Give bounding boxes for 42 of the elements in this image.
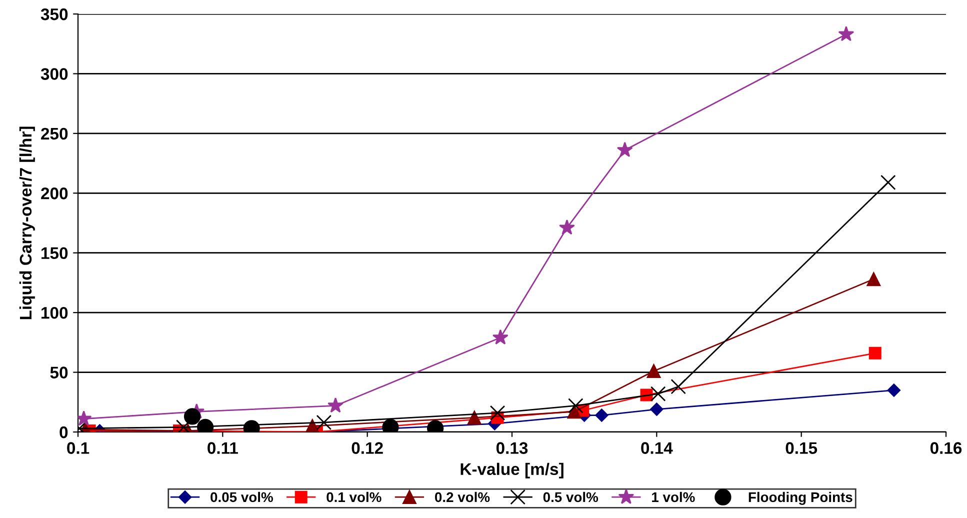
legend-label: 0.05 vol% — [210, 492, 273, 502]
point — [559, 219, 575, 235]
legend-label: Flooding Points — [748, 492, 852, 505]
point — [616, 142, 633, 158]
point — [316, 414, 332, 430]
legend-label: 1 vol% — [652, 492, 695, 502]
x-tick-label: 0.16 — [930, 442, 962, 454]
point — [650, 386, 666, 402]
point — [490, 405, 506, 421]
y-tick-label: 100 — [42, 306, 68, 319]
y-tick-label: 50 — [50, 366, 68, 378]
x-tick-label: 0.12 — [352, 442, 383, 454]
point — [880, 174, 896, 190]
point — [184, 408, 201, 425]
x-tick-label: 0.15 — [786, 442, 818, 454]
x-tick-label: 0.14 — [641, 442, 673, 454]
point — [838, 26, 854, 42]
point — [866, 272, 881, 286]
point — [467, 410, 482, 425]
point — [492, 329, 508, 345]
x-tick-label: 0.13 — [496, 442, 528, 454]
point — [595, 408, 608, 422]
y-tick-label: 350 — [40, 8, 68, 20]
point — [887, 384, 901, 397]
y-tick-label: 250 — [41, 128, 68, 140]
y-axis-title: Liquid Carry-over/7 [l/hr] — [19, 126, 35, 320]
point — [650, 402, 664, 416]
legend-label: 0.5 vol% — [543, 492, 598, 502]
point — [670, 378, 686, 394]
point — [868, 346, 882, 360]
legend-label: 0.1 vol% — [326, 492, 382, 502]
x-axis-title: K-value [m/s] — [460, 462, 564, 478]
y-tick-label: 150 — [42, 247, 68, 260]
legend-label: 0.2 vol% — [435, 492, 490, 502]
x-tick-label: 0.1 — [67, 442, 90, 454]
y-tick-label: 200 — [41, 188, 68, 200]
y-tick-label: 0 — [60, 426, 68, 438]
point — [328, 397, 344, 413]
y-tick-label: 300 — [40, 68, 68, 80]
x-tick-label: 0.11 — [208, 442, 238, 454]
point — [646, 364, 661, 378]
point — [568, 398, 584, 414]
